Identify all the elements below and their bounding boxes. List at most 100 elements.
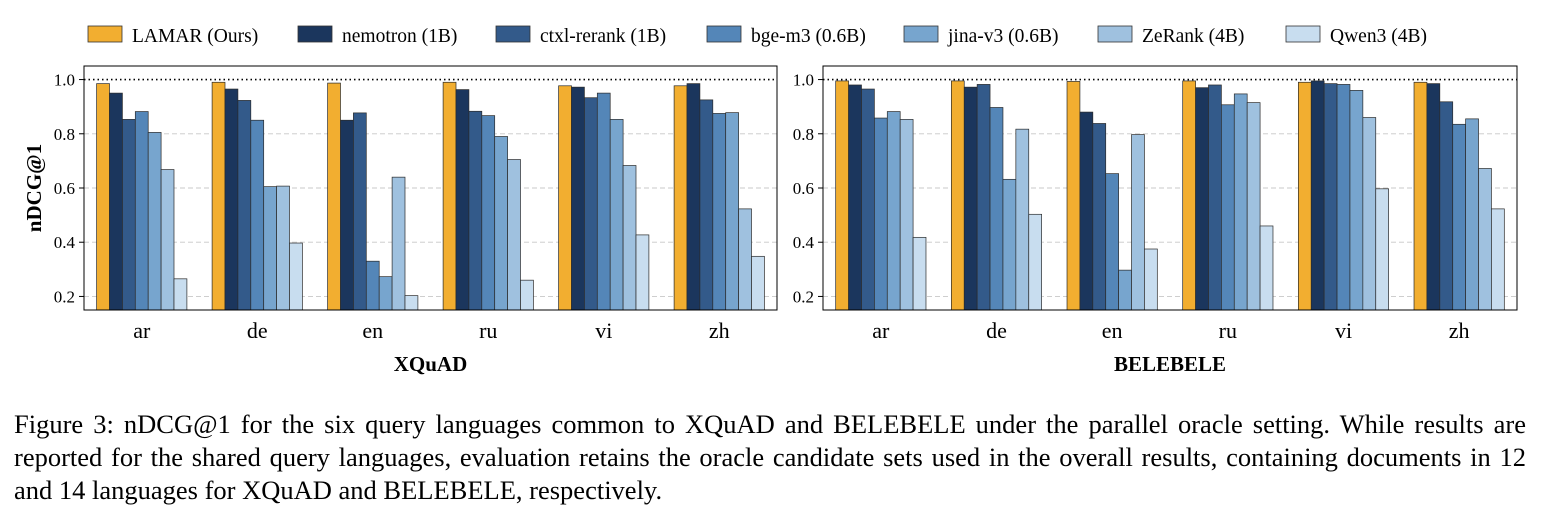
bar (122, 119, 136, 311)
bar (1015, 128, 1030, 311)
bar (699, 99, 714, 311)
y-axis-label: nDCG@1 (22, 144, 46, 232)
bar (874, 117, 888, 311)
bar (1195, 87, 1209, 311)
bar (1452, 123, 1466, 311)
bar (571, 86, 585, 311)
bar (237, 100, 252, 311)
legend-label: nemotron (1B) (342, 26, 457, 47)
bar (1208, 84, 1222, 311)
legend-swatch (1285, 25, 1321, 43)
bar (1465, 118, 1479, 311)
bar (340, 119, 354, 311)
x-tick-label: ru (479, 318, 497, 343)
bar (147, 132, 162, 311)
bar (353, 112, 367, 311)
bar (507, 159, 521, 311)
x-tick-label: zh (709, 318, 730, 343)
bar (1259, 225, 1274, 311)
y-tick-label: 0.4 (793, 233, 815, 252)
panel-title: XQuAD (394, 352, 468, 376)
legend-label: Qwen3 (4B) (1330, 26, 1427, 47)
x-tick-label: ar (872, 318, 890, 343)
legend-swatch (297, 25, 333, 43)
legend-label: LAMAR (Ours) (132, 26, 258, 47)
legend-label: jina-v3 (0.6B) (947, 26, 1058, 47)
y-tick-label: 0.2 (793, 287, 814, 306)
y-tick-label: 0.8 (793, 125, 814, 144)
bar (1131, 134, 1145, 311)
legend-swatch (87, 25, 123, 43)
bar (481, 115, 496, 311)
x-tick-label: de (247, 318, 268, 343)
bar (886, 111, 901, 311)
bar (1144, 248, 1158, 311)
bar (96, 83, 110, 311)
bar (1297, 81, 1312, 311)
bar (912, 236, 927, 311)
y-tick-label: 1.0 (54, 71, 75, 90)
x-tick-label: en (362, 318, 383, 343)
plot-frame (822, 65, 1518, 311)
bar (1349, 90, 1364, 311)
bar (963, 86, 978, 311)
bar (635, 234, 650, 311)
bar (1336, 84, 1351, 311)
bar (1439, 101, 1454, 311)
bar (1362, 117, 1377, 311)
bar (673, 85, 688, 311)
legend-swatch (706, 25, 742, 43)
bar (276, 185, 290, 311)
bar (609, 119, 624, 311)
bar (861, 88, 875, 311)
bar (134, 111, 149, 311)
chart-panels: 0.2 0.4 0.6 0.8 1.0 ar de en ru vi zh XQuAD nDCG@1 0.… (22, 65, 1518, 376)
legend-item: nemotron (1B) (297, 25, 457, 47)
bar (520, 279, 534, 311)
y-tick-label: 0.8 (54, 125, 75, 144)
bar (712, 113, 727, 311)
bar (1002, 178, 1017, 311)
y-tick-label: 0.6 (54, 179, 75, 198)
bar (494, 136, 508, 311)
bar (173, 278, 188, 311)
legend-label: ZeRank (4B) (1142, 26, 1244, 47)
legend-swatch (495, 25, 531, 43)
bar (224, 88, 239, 311)
bar (327, 82, 341, 311)
bar (1028, 213, 1042, 311)
bar (1092, 123, 1107, 311)
bar (1310, 80, 1325, 311)
bar (1066, 81, 1081, 311)
bar (1118, 269, 1132, 311)
bar (1079, 111, 1094, 311)
bar (848, 84, 862, 311)
bar (1413, 81, 1428, 311)
legend: LAMAR (Ours) nemotron (1B) ctxl-rerank (1B… (87, 25, 1427, 47)
legend-item: bge-m3 (0.6B) (706, 25, 866, 47)
bar (211, 81, 226, 311)
legend-item: ctxl-rerank (1B) (495, 25, 666, 47)
bar (1182, 80, 1196, 311)
bar (1491, 208, 1505, 311)
legend-swatch (1097, 25, 1133, 43)
bar (289, 242, 303, 311)
x-tick-label: vi (595, 318, 612, 343)
bar (899, 119, 914, 311)
bar (455, 89, 470, 311)
x-tick-label: de (986, 318, 1007, 343)
figure: LAMAR (Ours) nemotron (1B) ctxl-rerank (1B… (22, 25, 1518, 376)
bar (1375, 188, 1389, 311)
legend-label: ctxl-rerank (1B) (540, 26, 666, 47)
bar (109, 92, 123, 311)
bar (404, 295, 419, 311)
bar (950, 80, 965, 311)
bar (391, 176, 406, 311)
bar (835, 80, 849, 311)
panel-title: BELEBELE (1114, 352, 1226, 376)
bar (622, 165, 637, 311)
legend-label: bge-m3 (0.6B) (751, 26, 866, 47)
bar (1221, 104, 1235, 311)
bar (558, 85, 572, 311)
x-tick-label: en (1102, 318, 1123, 343)
